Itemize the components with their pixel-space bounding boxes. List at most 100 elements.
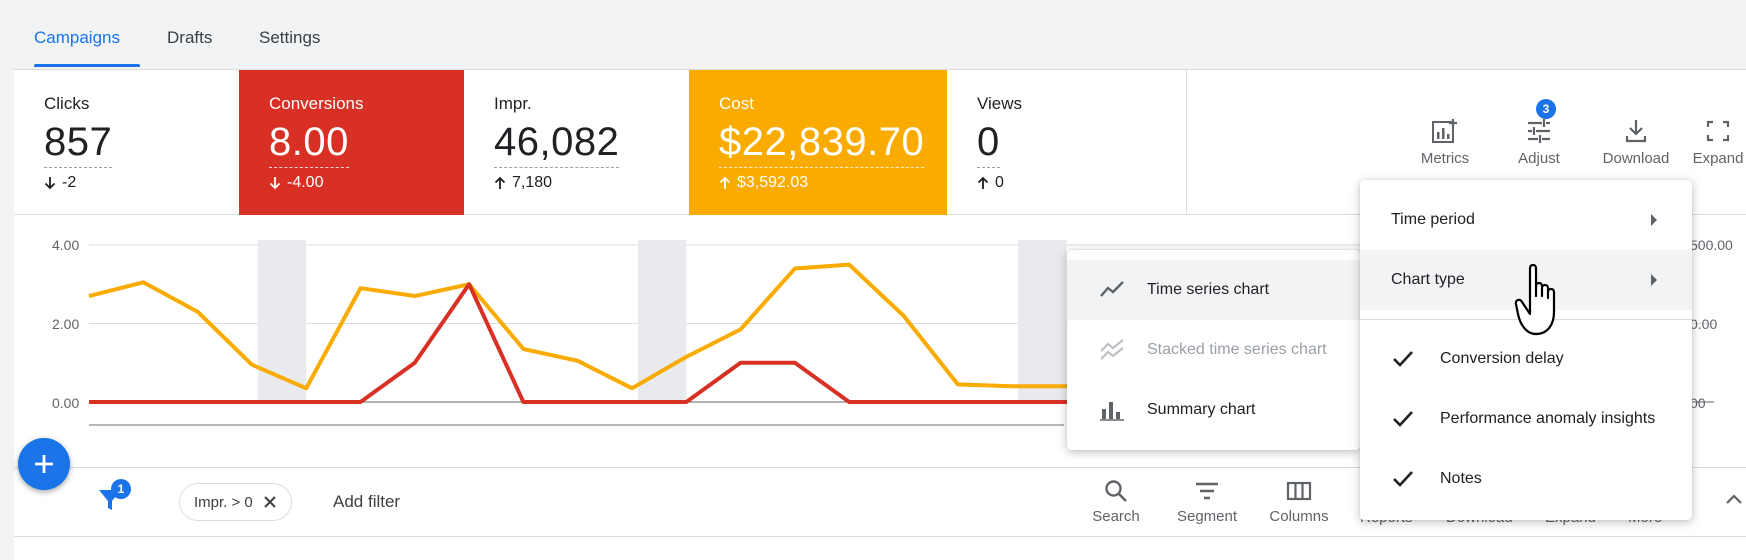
segment-icon <box>1196 482 1218 500</box>
scorecard-delta: $3,592.03 <box>719 174 947 192</box>
search-label: Search <box>1092 508 1140 525</box>
scorecard-impressions[interactable]: Impr. 46,082 7,180 <box>464 70 689 215</box>
metrics-icon <box>1432 119 1457 143</box>
create-button[interactable] <box>18 438 70 490</box>
collapse-button[interactable] <box>1725 492 1743 511</box>
fullscreen-icon <box>1706 120 1730 142</box>
arrow-up-icon <box>977 176 989 189</box>
download-button[interactable]: Download <box>1594 118 1678 167</box>
menu-item-label: Chart type <box>1391 271 1465 288</box>
scorecard-delta: -4.00 <box>269 174 464 192</box>
segment-label: Segment <box>1176 508 1238 525</box>
chart-weekend-band <box>257 240 307 402</box>
scorecard-conversions[interactable]: Conversions 8.00 -4.00 <box>239 70 464 215</box>
arrow-right-icon <box>1651 274 1657 286</box>
filter-count-badge: 1 <box>111 479 131 499</box>
bar-chart-icon <box>1100 402 1124 421</box>
scorecard-value: $22,839.70 <box>719 120 925 168</box>
scorecard-label: Views <box>977 94 1023 113</box>
scorecard-clicks[interactable]: Clicks 857 -2 <box>14 70 239 215</box>
chart-shading <box>257 240 1067 402</box>
menu-item-time-series-chart[interactable]: Time series chart <box>1067 260 1360 320</box>
expand-label: Expand <box>1692 150 1744 167</box>
filter-chip-label: Impr. > 0 <box>194 493 253 511</box>
scorecard-delta: 0 <box>977 174 1186 192</box>
y-axis-tick: 2.00 <box>52 316 80 332</box>
segment-button[interactable]: Segment <box>1172 478 1242 525</box>
scorecards-row: Clicks 857 -2 Conversions 8.00 -4.00 Imp… <box>14 70 1746 215</box>
metrics-button[interactable]: Metrics <box>1410 118 1480 167</box>
adjust-label: Adjust <box>1518 150 1560 167</box>
menu-item-label: Time series chart <box>1147 281 1270 298</box>
menu-item-label: Stacked time series chart <box>1147 341 1327 358</box>
scorecard-delta-value: 7,180 <box>512 174 553 191</box>
chart-weekend-band <box>1018 240 1067 402</box>
chart-type-menu: Time series chart Stacked time series ch… <box>1067 250 1360 450</box>
scorecard-value: 0 <box>977 120 1000 168</box>
scorecard-cost[interactable]: Cost $22,839.70 $3,592.03 <box>689 70 947 215</box>
close-icon[interactable] <box>263 495 277 509</box>
menu-item-label: Conversion delay <box>1440 350 1564 367</box>
menu-item-conversion-delay[interactable]: Conversion delay <box>1360 329 1692 389</box>
scorecard-value: 857 <box>44 120 113 168</box>
scorecard-delta-value: $3,592.03 <box>737 174 809 191</box>
scorecard-divider <box>1186 70 1187 215</box>
scorecard-delta: 7,180 <box>494 174 689 192</box>
series-line-cost <box>88 262 1121 391</box>
chevron-up-icon <box>1726 494 1742 504</box>
columns-label: Columns <box>1269 508 1329 525</box>
active-tab-indicator <box>34 64 140 67</box>
scorecard-value: 46,082 <box>494 120 620 168</box>
chart-weekend-band <box>638 240 687 402</box>
scorecard-delta-value: -2 <box>62 174 77 191</box>
chart-series <box>88 262 1121 404</box>
series-line-conversions <box>89 282 1121 404</box>
check-icon <box>1393 471 1413 487</box>
columns-icon <box>1286 481 1312 501</box>
scorecard-label: Conversions <box>269 94 364 113</box>
menu-item-chart-type[interactable]: Chart type <box>1360 250 1692 310</box>
arrow-up-icon <box>719 176 731 189</box>
tab-settings[interactable]: Settings <box>259 28 321 47</box>
menu-item-summary-chart[interactable]: Summary chart <box>1067 380 1360 440</box>
y-axis-right-tick: 0.00 <box>1690 316 1718 332</box>
table-header-row <box>14 537 1746 560</box>
y-axis-right-tick: 500.00 <box>1690 237 1733 253</box>
scorecard-value: 8.00 <box>269 120 349 168</box>
arrow-down-icon <box>269 177 281 190</box>
y-axis-right-tick: 00 <box>1690 395 1706 411</box>
search-icon <box>1105 480 1127 502</box>
menu-item-time-period[interactable]: Time period <box>1360 190 1692 250</box>
arrow-up-icon <box>494 176 506 189</box>
adjust-button[interactable]: Adjust <box>1504 118 1574 167</box>
scorecard-delta-value: 0 <box>995 174 1004 191</box>
menu-item-performance-anomaly-insights[interactable]: Performance anomaly insights <box>1360 389 1692 449</box>
check-icon <box>1393 411 1413 427</box>
add-filter-button[interactable]: Add filter <box>333 492 401 511</box>
tab-campaigns[interactable]: Campaigns <box>34 28 120 47</box>
filter-chip[interactable]: Impr. > 0 <box>179 483 292 521</box>
adjust-menu: Time period Chart type Conversion delay … <box>1360 180 1692 520</box>
scorecard-views[interactable]: Views 0 0 <box>947 70 1186 215</box>
hand-cursor-icon <box>1514 263 1556 336</box>
arrow-down-icon <box>44 177 56 190</box>
scorecard-label: Clicks <box>44 94 90 113</box>
expand-button[interactable]: Expand <box>1690 118 1746 167</box>
tune-icon <box>1528 119 1550 143</box>
menu-item-label: Summary chart <box>1147 401 1256 418</box>
scorecard-label: Impr. <box>494 94 532 113</box>
download-label: Download <box>1602 150 1670 167</box>
menu-item-label: Performance anomaly insights <box>1440 410 1656 427</box>
menu-item-stacked-time-series-chart[interactable]: Stacked time series chart <box>1067 320 1360 380</box>
menu-item-notes[interactable]: Notes <box>1360 449 1692 509</box>
tab-drafts[interactable]: Drafts <box>167 28 213 47</box>
columns-button[interactable]: Columns <box>1263 478 1335 525</box>
scorecard-label: Cost <box>719 94 754 113</box>
search-button[interactable]: Search <box>1083 478 1149 525</box>
y-axis-tick: 4.00 <box>52 237 80 253</box>
stacked-line-chart-icon <box>1100 339 1124 360</box>
adjust-count-badge: 3 <box>1536 99 1556 119</box>
download-icon <box>1625 120 1647 143</box>
scorecard-delta-value: -4.00 <box>287 174 324 191</box>
arrow-right-icon <box>1651 214 1657 226</box>
